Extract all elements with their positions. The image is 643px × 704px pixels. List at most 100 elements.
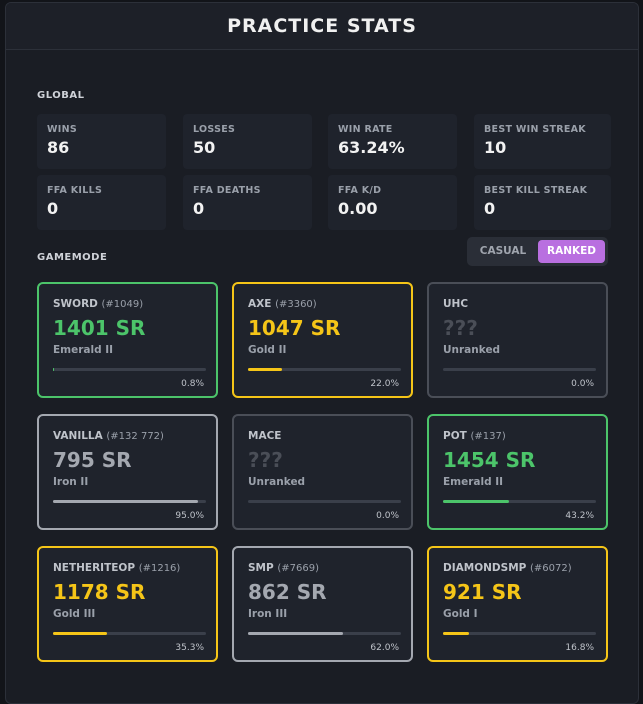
mode-name-text: UHC [443,298,469,310]
progress-label: 0.0% [376,511,399,521]
tier: Gold III [53,608,96,620]
mode-card: AXE (#3360) 1047 SR Gold II 22.0% [232,282,413,398]
stat-card: BEST WIN STREAK 10 [474,114,611,169]
mode-rank: (#132 772) [106,431,164,442]
mode-card: POT (#137) 1454 SR Emerald II 43.2% [427,414,608,530]
mode-card: VANILLA (#132 772) 795 SR Iron II 95.0% [37,414,218,530]
stat-label: FFA K/D [338,185,382,196]
title: PRACTICE STATS [227,15,417,37]
mode-rank: (#1216) [138,563,181,574]
tier: Gold I [443,608,478,620]
mode-name: UHC [443,298,468,310]
mode-name-text: AXE [248,298,272,310]
stat-value: 10 [484,138,507,157]
stat-card: WINS 86 [37,114,166,169]
stat-card: FFA KILLS 0 [37,175,166,230]
header: PRACTICE STATS [6,3,638,50]
stat-card: LOSSES 50 [183,114,312,169]
stat-label: LOSSES [193,124,236,135]
mode-name: MACE [248,430,281,442]
mode-rank: (#6072) [530,563,572,574]
skill-rating: 1178 SR [53,580,146,604]
progress-track [443,368,596,371]
skill-rating: ??? [443,316,478,340]
progress-label: 95.0% [175,511,204,521]
mode-name: SWORD (#1049) [53,298,143,310]
mode-rank: (#1049) [101,299,144,310]
mode-name: VANILLA (#132 772) [53,430,164,442]
stat-card: FFA K/D 0.00 [328,175,457,230]
progress-label: 16.8% [565,643,594,653]
mode-card: DIAMONDSMP (#6072) 921 SR Gold I 16.8% [427,546,608,662]
tier: Unranked [443,344,501,356]
progress-track [53,368,206,371]
tier: Emerald II [443,476,504,488]
mode-name-text: MACE [248,430,282,442]
stat-label: FFA KILLS [47,185,103,196]
mode-card: SMP (#7669) 862 SR Iron III 62.0% [232,546,413,662]
progress-track [248,500,401,503]
mode-name: NETHERITEOP (#1216) [53,562,180,574]
toggle-option[interactable]: RANKED [538,240,605,263]
mode-name-text: SWORD [53,298,98,310]
section-label: GAMEMODE [37,252,108,263]
mode-name-text: SMP [248,562,274,574]
section-label: GLOBAL [37,90,85,101]
mode-name: SMP (#7669) [248,562,319,574]
tier: Iron II [53,476,89,488]
progress-track [53,632,206,635]
stat-card: FFA DEATHS 0 [183,175,312,230]
progress-track [248,368,401,371]
mode-name: DIAMONDSMP (#6072) [443,562,572,574]
stat-label: BEST WIN STREAK [484,124,586,135]
progress-label: 22.0% [370,379,399,389]
progress-fill [248,368,282,371]
progress-fill [443,632,469,635]
progress-label: 0.0% [571,379,594,389]
stat-label: WIN RATE [338,124,393,135]
stat-value: 86 [47,138,70,157]
mode-card: UHC??? Unranked 0.0% [427,282,608,398]
tier: Emerald II [53,344,114,356]
mode-card: MACE??? Unranked 0.0% [232,414,413,530]
tier: Gold II [248,344,287,356]
progress-track [53,500,206,503]
mode-rank: (#7669) [277,563,320,574]
progress-track [443,500,596,503]
mode-card: NETHERITEOP (#1216) 1178 SR Gold III 35.3% [37,546,218,662]
progress-label: 35.3% [175,643,204,653]
toggle-option[interactable]: CASUAL [479,245,527,257]
mode-name: AXE (#3360) [248,298,317,310]
tier: Iron III [248,608,288,620]
stat-card: BEST KILL STREAK 0 [474,175,611,230]
progress-fill [53,500,199,503]
mode-name: POT (#137) [443,430,506,442]
progress-track [248,632,401,635]
stat-label: BEST KILL STREAK [484,185,588,196]
mode-name-text: DIAMONDSMP [443,562,527,574]
stat-value: 0 [193,199,205,218]
stat-value: 50 [193,138,216,157]
skill-rating: 862 SR [248,580,327,604]
progress-fill [248,632,343,635]
stat-value: 0 [47,199,59,218]
stat-label: WINS [47,124,78,135]
mode-name-text: POT [443,430,467,442]
skill-rating: 1401 SR [53,316,146,340]
mode-name-text: VANILLA [53,430,103,442]
mode-rank: (#137) [470,431,506,442]
stat-value: 63.24% [338,138,405,157]
mode-name-text: NETHERITEOP [53,562,136,574]
progress-fill [53,368,55,371]
progress-label: 0.8% [181,379,204,389]
progress-track [443,632,596,635]
mode-rank: (#3360) [275,299,317,310]
skill-rating: 1047 SR [248,316,341,340]
mode-toggle: CASUAL RANKED [467,237,608,266]
mode-card: SWORD (#1049) 1401 SR Emerald II 0.8% [37,282,218,398]
skill-rating: 921 SR [443,580,522,604]
skill-rating: 1454 SR [443,448,536,472]
progress-fill [443,500,510,503]
stats-panel: PRACTICE STATS GLOBAL GAMEMODE CASUAL RAN… [5,2,639,704]
